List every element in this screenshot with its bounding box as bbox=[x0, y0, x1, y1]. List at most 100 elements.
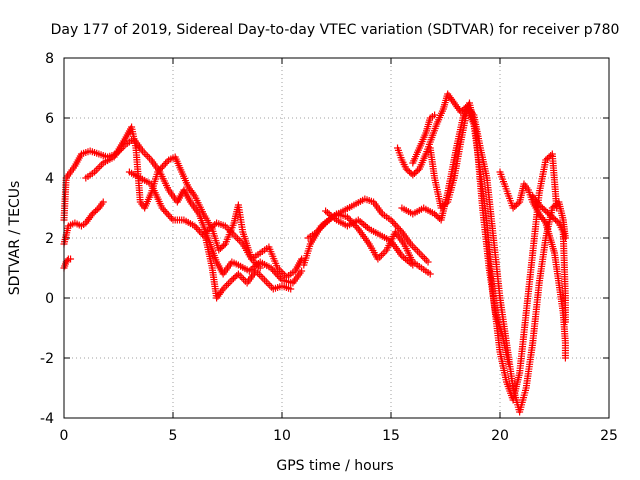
data-point bbox=[259, 274, 267, 282]
data-point bbox=[231, 273, 239, 281]
data-point bbox=[163, 209, 171, 217]
data-point bbox=[409, 261, 417, 269]
data-point bbox=[402, 165, 410, 173]
data-point bbox=[229, 275, 237, 282]
data-point bbox=[192, 224, 200, 232]
data-point bbox=[99, 198, 107, 206]
data-point bbox=[392, 221, 400, 229]
data-point bbox=[561, 318, 569, 326]
data-point bbox=[255, 271, 263, 279]
data-point bbox=[234, 235, 242, 243]
data-point bbox=[422, 256, 430, 264]
data-point bbox=[377, 251, 385, 259]
data-point bbox=[92, 166, 100, 174]
data-point bbox=[67, 255, 75, 263]
data-point bbox=[395, 225, 403, 233]
series-arc-13 bbox=[398, 99, 513, 368]
data-point bbox=[226, 278, 234, 286]
data-point bbox=[553, 218, 561, 225]
data-point bbox=[535, 201, 543, 209]
data-point bbox=[404, 167, 412, 174]
data-point bbox=[200, 232, 208, 240]
data-point bbox=[415, 249, 423, 257]
data-point bbox=[287, 285, 295, 293]
x-tick-label: 20 bbox=[491, 428, 509, 444]
data-point bbox=[272, 269, 280, 277]
data-point bbox=[268, 283, 276, 291]
x-tick-label: 15 bbox=[382, 428, 400, 444]
data-point bbox=[432, 212, 440, 219]
data-point bbox=[410, 170, 418, 177]
y-tick-label: -4 bbox=[40, 411, 54, 427]
data-point bbox=[343, 213, 351, 221]
data-point bbox=[164, 211, 172, 219]
data-point bbox=[90, 209, 98, 216]
data-point bbox=[275, 273, 283, 281]
data-point bbox=[262, 278, 270, 286]
data-point bbox=[195, 227, 203, 235]
data-point bbox=[197, 229, 205, 237]
data-point bbox=[155, 166, 163, 174]
data-point bbox=[144, 152, 152, 160]
data-point bbox=[88, 210, 96, 218]
data-point bbox=[191, 222, 199, 230]
data-point bbox=[94, 164, 102, 172]
data-point bbox=[414, 167, 422, 174]
data-point bbox=[390, 219, 398, 227]
data-point bbox=[412, 168, 420, 176]
data-point bbox=[412, 245, 420, 253]
data-point bbox=[215, 246, 223, 254]
data-point bbox=[166, 213, 174, 221]
data-point bbox=[514, 200, 522, 207]
data-point bbox=[145, 154, 153, 162]
data-point bbox=[353, 223, 361, 231]
data-point bbox=[419, 253, 427, 261]
data-point bbox=[160, 206, 168, 214]
data-point bbox=[160, 161, 168, 169]
data-point bbox=[408, 242, 416, 250]
data-point bbox=[236, 272, 244, 280]
y-axis-label: SDTVAR / TECUs bbox=[7, 181, 23, 296]
x-tick-label: 25 bbox=[600, 428, 618, 444]
data-point bbox=[223, 281, 231, 289]
series-arc-6 bbox=[202, 219, 264, 272]
data-point bbox=[409, 171, 417, 179]
data-point bbox=[261, 276, 269, 284]
data-point bbox=[426, 270, 434, 278]
data-point bbox=[511, 203, 519, 210]
data-point bbox=[542, 156, 550, 164]
data-point bbox=[509, 204, 517, 212]
y-tick-label: 2 bbox=[45, 231, 54, 247]
y-tick-label: 6 bbox=[45, 111, 54, 127]
data-point bbox=[539, 204, 547, 212]
series-arc-5 bbox=[125, 168, 295, 302]
data-point bbox=[406, 168, 414, 176]
data-point bbox=[256, 264, 264, 272]
data-point bbox=[157, 165, 165, 173]
y-tick-label: 4 bbox=[45, 171, 54, 187]
data-point bbox=[545, 210, 553, 218]
series-arc-10 bbox=[394, 90, 569, 416]
data-point bbox=[216, 245, 224, 252]
axis-ticks: 0 5 10 15 20 25 -4 -2 0 2 4 6 8 bbox=[40, 51, 618, 444]
data-point bbox=[396, 226, 404, 234]
data-point bbox=[142, 151, 150, 159]
data-point bbox=[257, 272, 265, 280]
data-point bbox=[547, 212, 555, 219]
data-point bbox=[379, 250, 387, 258]
data-point bbox=[298, 255, 306, 263]
series-arc-11 bbox=[409, 111, 439, 167]
data-point bbox=[414, 247, 422, 255]
data-point bbox=[537, 203, 545, 210]
data-point bbox=[548, 213, 556, 221]
data-points bbox=[60, 90, 569, 416]
data-point bbox=[276, 274, 284, 282]
data-point bbox=[552, 216, 560, 224]
series-arc-9 bbox=[322, 207, 417, 269]
data-point bbox=[505, 360, 513, 368]
data-point bbox=[542, 207, 550, 215]
series-arc-15 bbox=[529, 192, 569, 326]
data-point bbox=[512, 201, 520, 209]
data-point bbox=[540, 206, 548, 213]
